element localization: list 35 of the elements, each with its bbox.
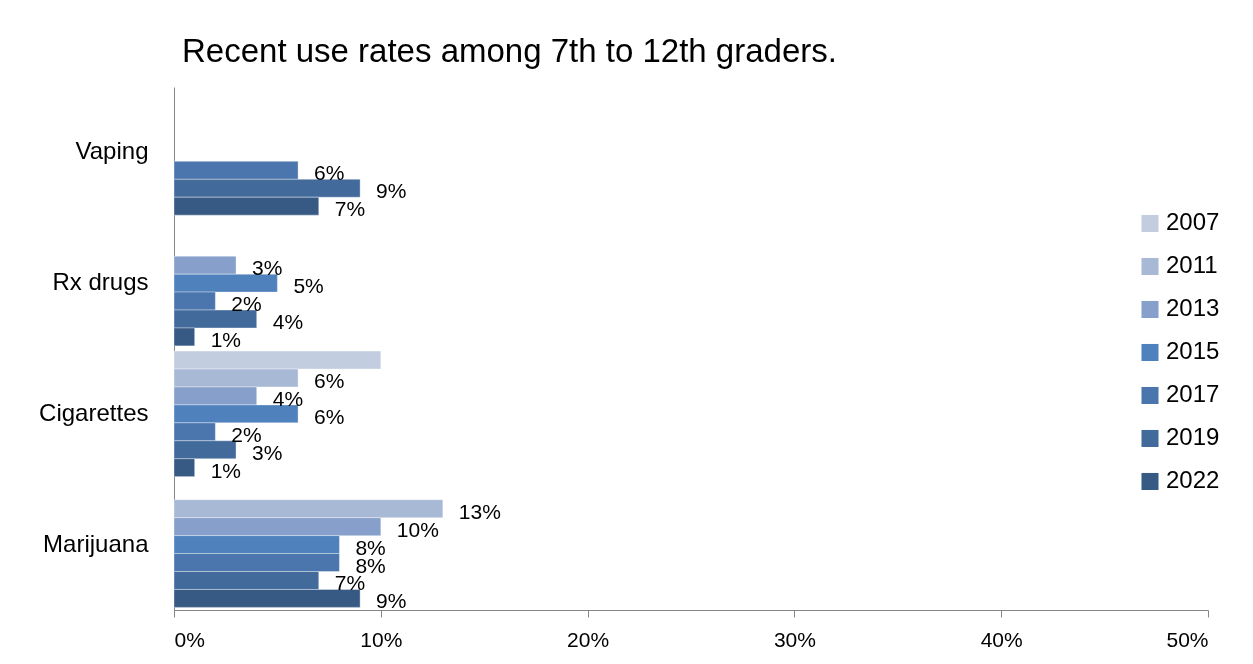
data-label: 3% — [252, 256, 283, 280]
data-label: 2% — [231, 292, 262, 316]
data-label: 1% — [210, 327, 242, 351]
x-tick-label: 0% — [174, 627, 205, 651]
x-tick-label: 40% — [980, 627, 1023, 651]
legend-label: 2022 — [1166, 466, 1220, 494]
data-label: 9% — [376, 179, 407, 203]
legend-label: 2019 — [1166, 423, 1220, 451]
data-label: 5% — [293, 274, 324, 298]
data-label: 6% — [314, 161, 345, 185]
y-tick-label: Marijuana — [43, 529, 150, 557]
legend-label: 2015 — [1166, 337, 1220, 365]
y-tick-label: Rx drugs — [52, 268, 149, 296]
data-label: 1% — [210, 458, 242, 482]
data-label: 9% — [376, 589, 407, 613]
x-tick-label: 30% — [773, 627, 816, 651]
y-tick-label: Vaping — [75, 137, 149, 165]
x-tick-label: 50% — [1166, 627, 1209, 651]
data-label: 6% — [314, 404, 345, 428]
legend-label: 2017 — [1166, 380, 1220, 408]
data-label: 7% — [334, 197, 366, 221]
data-label: 4% — [272, 386, 304, 410]
data-label: 8% — [355, 535, 386, 559]
data-label: 2% — [231, 422, 262, 446]
data-label: 13% — [458, 499, 501, 523]
y-tick-label: Cigarettes — [39, 398, 149, 426]
legend-label: 2011 — [1166, 251, 1218, 279]
data-label: 6% — [314, 369, 345, 393]
chart-title: Recent use rates among 7th to 12th graders. — [182, 32, 837, 69]
x-tick-label: 20% — [567, 627, 610, 651]
data-label: 10% — [396, 517, 439, 541]
legend-label: 2007 — [1166, 208, 1220, 236]
legend-label: 2013 — [1166, 294, 1220, 322]
data-label: 4% — [272, 309, 304, 333]
x-tick-label: 10% — [360, 627, 403, 651]
